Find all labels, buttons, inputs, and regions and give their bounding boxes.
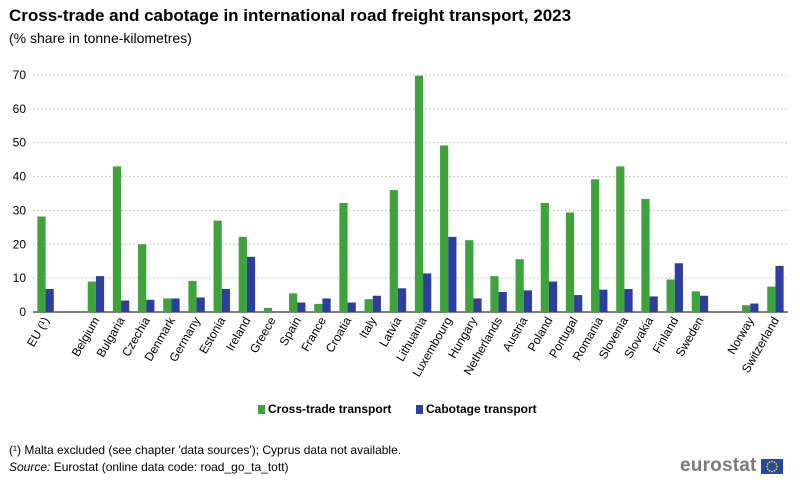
cabotage-bar: [146, 299, 155, 312]
cross-trade-bar: [138, 244, 147, 312]
cabotage-bar: [448, 236, 457, 312]
cross-trade-bar: [565, 212, 575, 312]
x-tick-label: Greece: [247, 314, 279, 355]
cross-trade-bar: [414, 75, 424, 313]
cabotage-bar: [322, 298, 331, 312]
eu-flag-icon: [760, 458, 783, 474]
cabotage-bar: [649, 296, 658, 312]
cabotage-bar: [171, 298, 180, 312]
logo-text: eurostat: [680, 455, 757, 476]
cabotage-bar: [121, 300, 130, 312]
cabotage-bar: [775, 265, 784, 312]
cross-trade-bar: [37, 216, 46, 312]
y-tick-label: 40: [13, 170, 27, 184]
legend-swatch: [416, 405, 423, 414]
y-axis: 0 10 20 30 40 50 60 70: [13, 68, 788, 319]
y-tick-label: 0: [19, 305, 26, 319]
cross-trade-bar: [314, 303, 323, 312]
legend-label: Cross-trade transport: [268, 402, 391, 416]
source-label: Source:: [9, 460, 51, 474]
gridlines: [33, 74, 788, 279]
cross-trade-bar: [389, 190, 398, 312]
cross-trade-bar: [691, 291, 700, 312]
cross-trade-bar: [188, 280, 197, 312]
cabotage-bar: [196, 297, 205, 312]
cross-trade-bar: [238, 236, 247, 312]
cross-trade-bar: [87, 281, 96, 312]
cabotage-bar: [347, 302, 356, 312]
cabotage-bar: [674, 263, 683, 312]
cabotage-bar: [523, 290, 532, 312]
source-text: Eurostat (online data code: road_go_ta_t…: [50, 460, 289, 474]
cross-trade-bar: [616, 166, 625, 312]
x-tick-label: Croatia: [323, 314, 355, 355]
legend-label: Cabotage transport: [426, 402, 537, 416]
footnote: (¹) Malta excluded (see chapter 'data so…: [9, 443, 402, 457]
cabotage-bar: [548, 281, 558, 312]
cabotage-bar: [574, 295, 583, 312]
cabotage-bar: [750, 303, 759, 312]
cabotage-bar: [498, 292, 507, 312]
cabotage-bar: [95, 276, 105, 312]
cross-trade-bar: [213, 220, 222, 312]
cross-trade-bar: [289, 293, 298, 312]
cross-trade-bar: [364, 299, 373, 312]
y-tick-label: 20: [13, 237, 27, 251]
cabotage-bar: [297, 302, 306, 312]
cabotage-bar: [221, 288, 230, 312]
cross-trade-bar: [465, 240, 474, 312]
cabotage-bar: [372, 295, 381, 312]
cross-trade-bar: [742, 305, 751, 312]
cabotage-bar: [624, 288, 633, 312]
legend: Cross-trade transport Cabotage transport: [258, 402, 537, 416]
y-tick-label: 10: [13, 271, 27, 285]
y-tick-label: 70: [13, 68, 27, 82]
chart-subtitle: (% share in tonne-kilometres): [9, 30, 192, 46]
chart-title: Cross-trade and cabotage in internationa…: [9, 6, 572, 25]
y-tick-label: 60: [13, 102, 27, 116]
eurostat-logo: eurostat: [680, 455, 783, 477]
cross-trade-bar: [591, 179, 600, 312]
cabotage-bar: [423, 273, 432, 312]
bar-chart: 0 10 20 30 40 50 60 70 EU (¹) BelgiumBulgariaCze…: [13, 68, 788, 416]
cross-trade-bar: [767, 286, 776, 312]
y-tick-label: 50: [13, 136, 27, 150]
cross-trade-bar: [163, 298, 172, 312]
cross-trade-bar: [490, 276, 499, 312]
legend-swatch: [258, 405, 265, 414]
x-tick-label: Italy: [356, 315, 379, 341]
source-note: Source: Eurostat (online data code: road…: [9, 460, 289, 474]
cross-trade-bar: [339, 202, 348, 312]
cross-trade-bar: [515, 259, 524, 312]
cross-trade-bar: [440, 145, 449, 312]
cross-trade-bar: [641, 198, 650, 312]
cabotage-bar: [246, 256, 256, 312]
cabotage-bar: [599, 289, 608, 312]
cabotage-bar: [45, 288, 54, 312]
cabotage-bar: [699, 295, 709, 312]
y-tick-label: 30: [13, 203, 27, 217]
cabotage-bar: [397, 288, 407, 312]
cross-trade-bar: [666, 279, 675, 312]
cabotage-bar: [473, 298, 482, 312]
cross-trade-bar: [540, 202, 549, 312]
bars: [37, 75, 784, 313]
x-tick-label: EU (¹): [24, 315, 52, 350]
cross-trade-bar: [112, 166, 122, 312]
x-axis-labels: EU (¹) BelgiumBulgariaCzechiaDenmarkGerma…: [24, 314, 782, 380]
cross-trade-bar: [263, 307, 273, 312]
